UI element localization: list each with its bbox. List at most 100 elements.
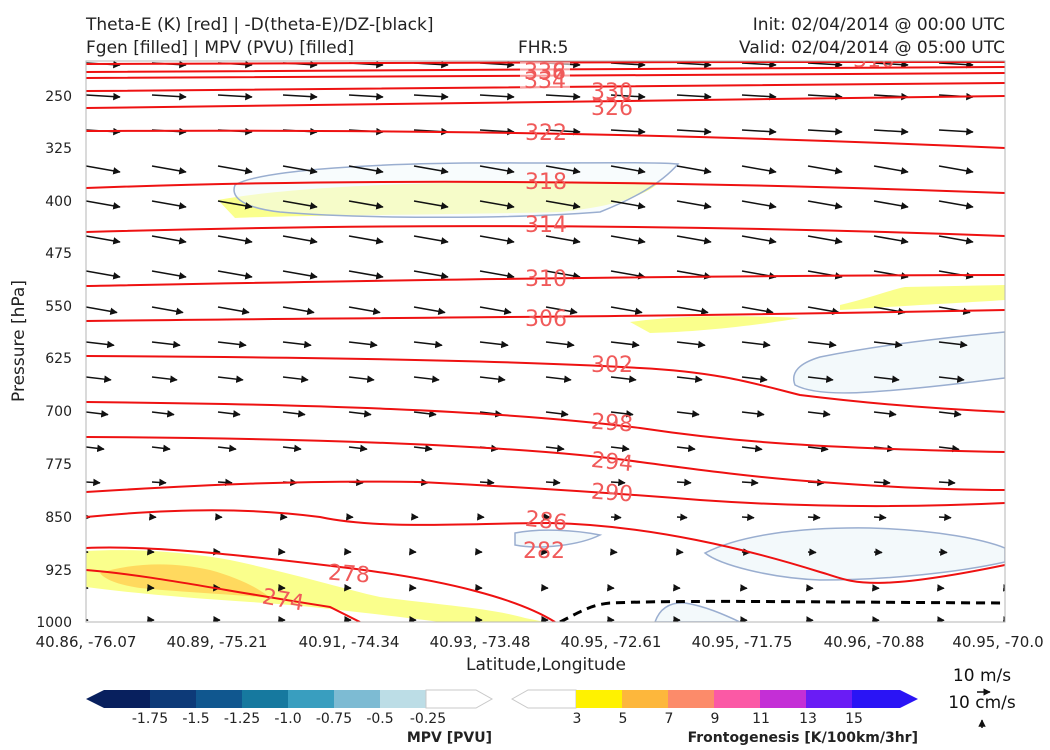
x-tick-label: 40.96, -70.88 <box>824 633 925 651</box>
wind-vector <box>545 375 572 383</box>
wind-vector <box>151 270 187 280</box>
wind-vector <box>86 410 109 418</box>
mpv-contour-bottom <box>654 602 741 622</box>
wind-vector <box>217 340 247 349</box>
theta-e-line <box>86 274 1005 287</box>
wind-vector <box>1004 63 1005 64</box>
mpv-colorbar-arrow-left <box>86 690 104 708</box>
wind-vector <box>938 410 962 418</box>
wind-vector <box>479 200 515 210</box>
wind-vector <box>807 513 821 522</box>
wind-vector <box>413 270 449 280</box>
wind-vector <box>741 513 755 522</box>
wind-vector <box>807 61 843 69</box>
x-tick-label: 40.95, -72.61 <box>561 633 662 651</box>
wind-vector <box>741 235 777 245</box>
y-tick-label: 550 <box>45 299 72 315</box>
y-tick-label: 925 <box>45 563 72 579</box>
wind-vector <box>282 270 318 280</box>
wind-vector <box>741 165 777 175</box>
wind-vector <box>1004 201 1005 202</box>
x-tick-label: 40.93, -73.48 <box>430 633 531 651</box>
wind-vector <box>348 235 384 245</box>
wind-vector <box>413 92 449 101</box>
theta-e-label: 282 <box>523 539 565 564</box>
mpv-colorbar-segment <box>380 690 426 708</box>
wind-vector <box>545 165 581 175</box>
wind-vector <box>1004 412 1005 413</box>
wind-vector <box>610 92 646 101</box>
wind-vector <box>282 200 318 210</box>
theta-e-label: 336 <box>524 60 566 85</box>
fgen-colorbar-title: Frontogenesis [K/100km/3hr] <box>688 730 918 746</box>
wind-vector <box>151 478 167 487</box>
wind-vector <box>873 513 887 522</box>
wind-vector <box>151 375 178 383</box>
theta-e-line <box>86 509 1005 584</box>
wind-vector <box>807 92 843 101</box>
y-axis: 250 325 400 475 550 625 700 775 850 925 … <box>9 89 72 631</box>
mpv-contour-upper <box>233 162 680 219</box>
wind-vector <box>348 340 378 349</box>
theta-e-label: 310 <box>525 267 567 292</box>
wind-vector <box>217 270 253 280</box>
wind-vector <box>610 235 646 245</box>
wind-vector <box>86 92 121 101</box>
wind-vector <box>873 340 903 349</box>
wind-vector <box>217 375 244 383</box>
wind-vector <box>807 340 837 349</box>
theta-e-line <box>86 436 1005 491</box>
wind-vector <box>545 92 581 101</box>
wind-vector <box>151 235 187 245</box>
wind-vector <box>348 375 375 383</box>
wind-vector <box>741 127 777 136</box>
wind-vector <box>217 306 250 315</box>
fgen-fill-lower-left <box>86 550 545 622</box>
theta-e-line <box>86 180 1005 194</box>
wind-vector <box>610 61 646 69</box>
wind-vector <box>282 165 318 175</box>
fgen-colorbar-label: 15 <box>845 711 863 727</box>
wind-vector <box>938 165 974 175</box>
theta-e-label: 314 <box>525 213 567 238</box>
theta-e-label: 298 <box>590 410 634 438</box>
wind-vector <box>545 478 561 487</box>
theta-e-label: 326 <box>591 96 633 121</box>
y-tick-label: 625 <box>45 351 72 367</box>
y-tick-label: 775 <box>45 457 72 473</box>
wind-vector <box>479 340 509 349</box>
theta-e-line <box>86 95 1005 109</box>
wind-vector <box>545 270 581 280</box>
wind-vector <box>413 200 449 210</box>
wind-vector <box>676 200 712 210</box>
wind-vector <box>807 235 843 245</box>
wind-vector <box>676 340 706 349</box>
wind-vector <box>741 444 763 453</box>
wind-vector <box>610 410 634 418</box>
theta-e-line <box>86 401 1005 453</box>
wind-vector <box>479 375 506 383</box>
wind-vector <box>873 375 900 383</box>
wind-vector <box>807 200 843 210</box>
wind-vector <box>348 410 372 418</box>
wind-vector <box>873 127 909 136</box>
fgen-colorbar-segment <box>714 690 760 708</box>
wind-vector <box>348 165 384 175</box>
wind-vector <box>610 340 640 349</box>
wind-vector <box>86 444 105 453</box>
theta-e-label: 278 <box>327 561 371 589</box>
fgen-colorbar-segment <box>806 690 852 708</box>
wind-vector <box>1004 377 1005 378</box>
fgen-colorbar-label: 5 <box>619 711 628 727</box>
wind-vector <box>479 92 515 101</box>
forecast-hour: FHR:5 <box>518 38 569 58</box>
mpv-contour-lower-right <box>703 527 1005 581</box>
plot-frame <box>85 60 1006 623</box>
wind-vector <box>741 478 759 487</box>
mpv-colorbar-segment <box>334 690 380 708</box>
wind-vector <box>610 127 646 136</box>
mpv-colorbar-label: -0.25 <box>410 711 446 727</box>
wind-vector <box>545 306 578 315</box>
x-tick-label: 40.89, -75.21 <box>167 633 268 651</box>
wind-vector <box>873 61 909 69</box>
